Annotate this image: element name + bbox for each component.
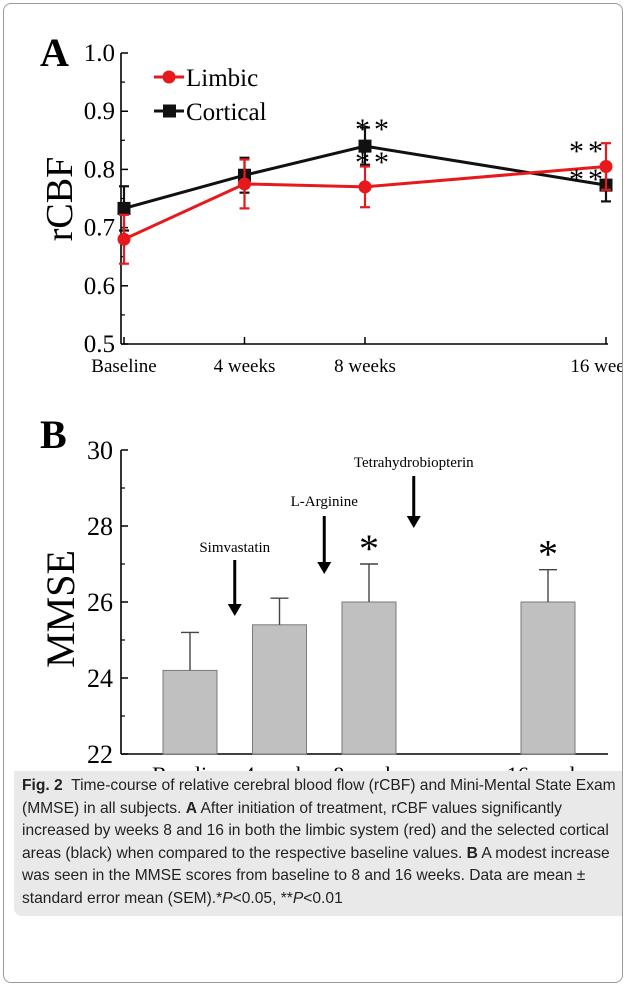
figure-card: A 0.5 0.6 0.7 0.8 0.9 1.0 rCBF Baseline 4 weeks 8 … — [3, 3, 623, 983]
legend-label-0: Limbic — [186, 65, 258, 92]
caption-text-5: <0.01 — [303, 889, 343, 907]
panel-b-y-axis-label: MMSE — [38, 550, 83, 668]
panel-b-y-tick-label: 22 — [87, 740, 113, 769]
annotation-label: Tetrahydrobiopterin — [354, 455, 474, 471]
significance-marker: * — [538, 532, 558, 577]
caption-label: Fig. 2 — [22, 777, 63, 794]
caption-text-4: <0.05, ** — [232, 889, 293, 907]
data-point-limbic — [599, 159, 613, 173]
legend-marker-1 — [163, 104, 176, 118]
panel-a-y-tick-label: 0.6 — [84, 273, 115, 300]
data-point-cortical — [358, 139, 372, 153]
legend-label-1: Cortical — [186, 99, 267, 126]
data-point-cortical — [117, 201, 131, 215]
significance-marker: ** — [355, 146, 393, 179]
caption-p-2: P — [292, 889, 304, 907]
data-point-limbic — [238, 177, 251, 191]
significance-marker: * — [359, 526, 379, 571]
caption-text-1: Time-course of relative cerebral blood f… — [22, 777, 616, 817]
caption-label-a: A — [185, 799, 198, 817]
bar-1 — [162, 669, 218, 755]
caption-text-2: After initiation of treatment, rCBF valu… — [22, 799, 609, 862]
panel-a-x-tick-label: 8 weeks — [334, 356, 396, 377]
significance-marker: ** — [355, 113, 393, 146]
panel-b-y-tick-label: 30 — [87, 436, 113, 465]
bar-3 — [341, 601, 397, 755]
figure-chart: A 0.5 0.6 0.7 0.8 0.9 1.0 rCBF Baseline 4 weeks 8 … — [38, 30, 623, 787]
panel-a-x-tick-label: 16 weeks — [570, 356, 623, 377]
caption-label-b: B — [466, 844, 478, 862]
series-line-cortical — [123, 144, 607, 210]
annotation-label: L-Arginine — [291, 494, 359, 510]
caption-p-1: P — [222, 889, 233, 907]
bar-4 — [520, 601, 576, 755]
panel-a-x-tick-label: 4 weeks — [214, 356, 276, 377]
panel-a-y-tick-label: 1.0 — [84, 40, 115, 67]
panel-a-label: A — [40, 30, 69, 75]
figure-caption: Fig. 2 Time-course of relative cerebral … — [14, 771, 622, 916]
annotation-label: Simvastatin — [199, 540, 270, 556]
panel-a-x-tick-label: Baseline — [91, 356, 156, 377]
significance-marker: ** — [569, 135, 607, 168]
series-line-limbic — [123, 164, 607, 241]
annotation-arrow-head — [227, 604, 242, 616]
panel-a-y-axis-label: rCBF — [39, 157, 81, 241]
panel-b-y-tick-label: 24 — [87, 664, 113, 693]
panel-b-y-tick-label: 28 — [87, 512, 113, 541]
annotation-arrow-head — [406, 516, 421, 528]
data-point-limbic — [117, 232, 131, 246]
significance-marker: ** — [569, 163, 607, 196]
legend-marker-0 — [162, 70, 176, 84]
panel-a-y-tick-label: 0.5 — [84, 331, 115, 358]
data-point-limbic — [358, 180, 372, 194]
bar-2 — [252, 624, 307, 755]
panel-a-y-tick-label: 0.8 — [84, 156, 115, 183]
annotation-arrow-head — [317, 562, 332, 574]
panel-b-y-tick-label: 26 — [87, 588, 113, 617]
caption-text-3: A modest increase was seen in the MMSE s… — [22, 844, 610, 907]
panel-a-y-tick-label: 0.9 — [84, 98, 115, 125]
panel-b-label: B — [40, 412, 67, 457]
panel-a-y-tick-label: 0.7 — [84, 215, 115, 242]
